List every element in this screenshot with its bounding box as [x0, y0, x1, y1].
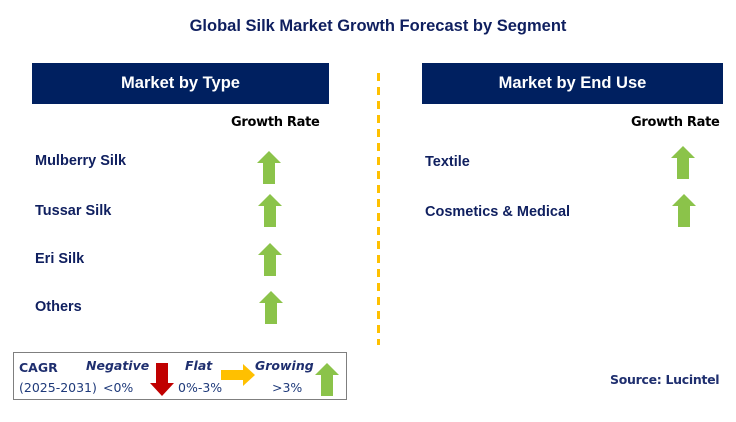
panel-divider	[377, 73, 380, 345]
type-row-label: Eri Silk	[35, 251, 85, 267]
legend-cagr-label: CAGR	[19, 360, 58, 375]
legend-period: (2025-2031)	[19, 380, 97, 395]
type-row-label: Others	[35, 299, 82, 315]
arrow-up-icon	[259, 291, 283, 324]
legend-flat-range: 0%-3%	[178, 380, 223, 395]
type-row-label: Mulberry Silk	[35, 153, 127, 169]
arrow-up-icon	[258, 243, 282, 276]
legend-growing-label: Growing	[255, 358, 314, 373]
arrow-down-icon	[150, 363, 174, 396]
arrow-up-icon	[672, 194, 696, 227]
type-growth-rate-label: Growth Rate	[231, 115, 320, 130]
arrow-right-icon	[221, 364, 255, 386]
arrow-up-icon	[315, 363, 339, 396]
cagr-legend: CAGR (2025-2031) Negative <0% Flat 0%-3%…	[13, 352, 347, 400]
legend-growing-range: >3%	[272, 380, 303, 395]
arrow-up-icon	[258, 194, 282, 227]
diagram-title: Global Silk Market Growth Forecast by Se…	[189, 17, 567, 35]
end-use-growth-rate-label: Growth Rate	[631, 115, 720, 130]
type-row-label: Tussar Silk	[35, 203, 112, 219]
arrow-up-icon	[671, 146, 695, 179]
source-credit: Source: Lucintel	[610, 372, 720, 387]
end-use-row-label: Textile	[425, 154, 470, 170]
legend-flat-label: Flat	[185, 358, 213, 373]
legend-negative-range: <0%	[103, 380, 134, 395]
type-panel-header: Market by Type	[32, 63, 329, 104]
arrow-up-icon	[257, 151, 281, 184]
legend-negative-label: Negative	[86, 358, 150, 373]
end-use-row-label: Cosmetics & Medical	[425, 204, 571, 220]
end-use-panel-header: Market by End Use	[422, 63, 723, 104]
